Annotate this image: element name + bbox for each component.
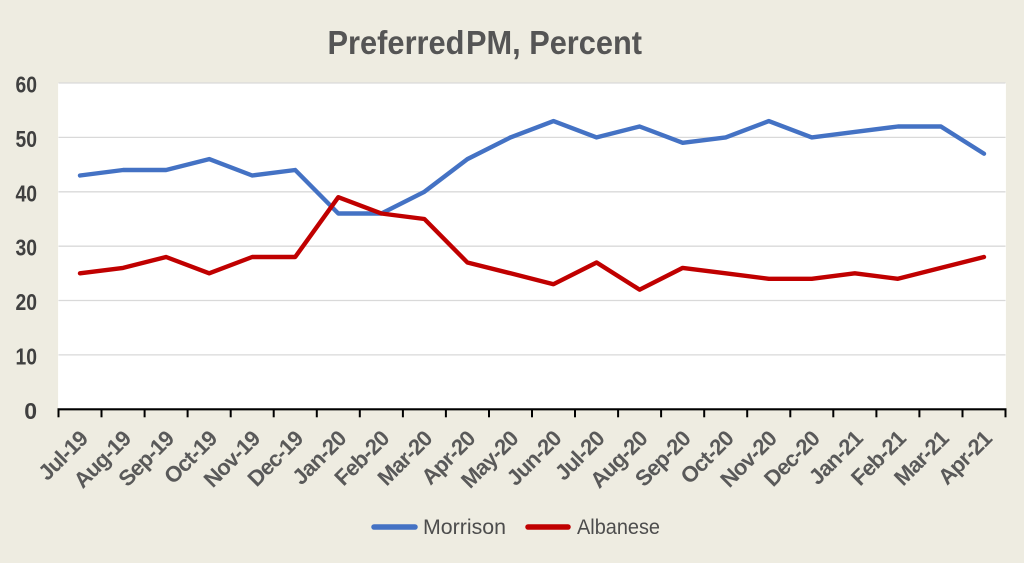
svg-text:20: 20 (16, 289, 38, 315)
svg-text:60: 60 (16, 72, 38, 98)
svg-text:Preferred: Preferred (328, 24, 465, 61)
svg-text:Morrison: Morrison (423, 516, 506, 539)
svg-text:30: 30 (16, 235, 38, 261)
svg-text:Albanese: Albanese (577, 516, 660, 539)
svg-text:50: 50 (16, 126, 38, 152)
svg-text:10: 10 (16, 343, 38, 369)
svg-text:0: 0 (24, 398, 37, 424)
svg-text:40: 40 (16, 180, 38, 206)
svg-text:PM, Percent: PM, Percent (466, 24, 642, 61)
